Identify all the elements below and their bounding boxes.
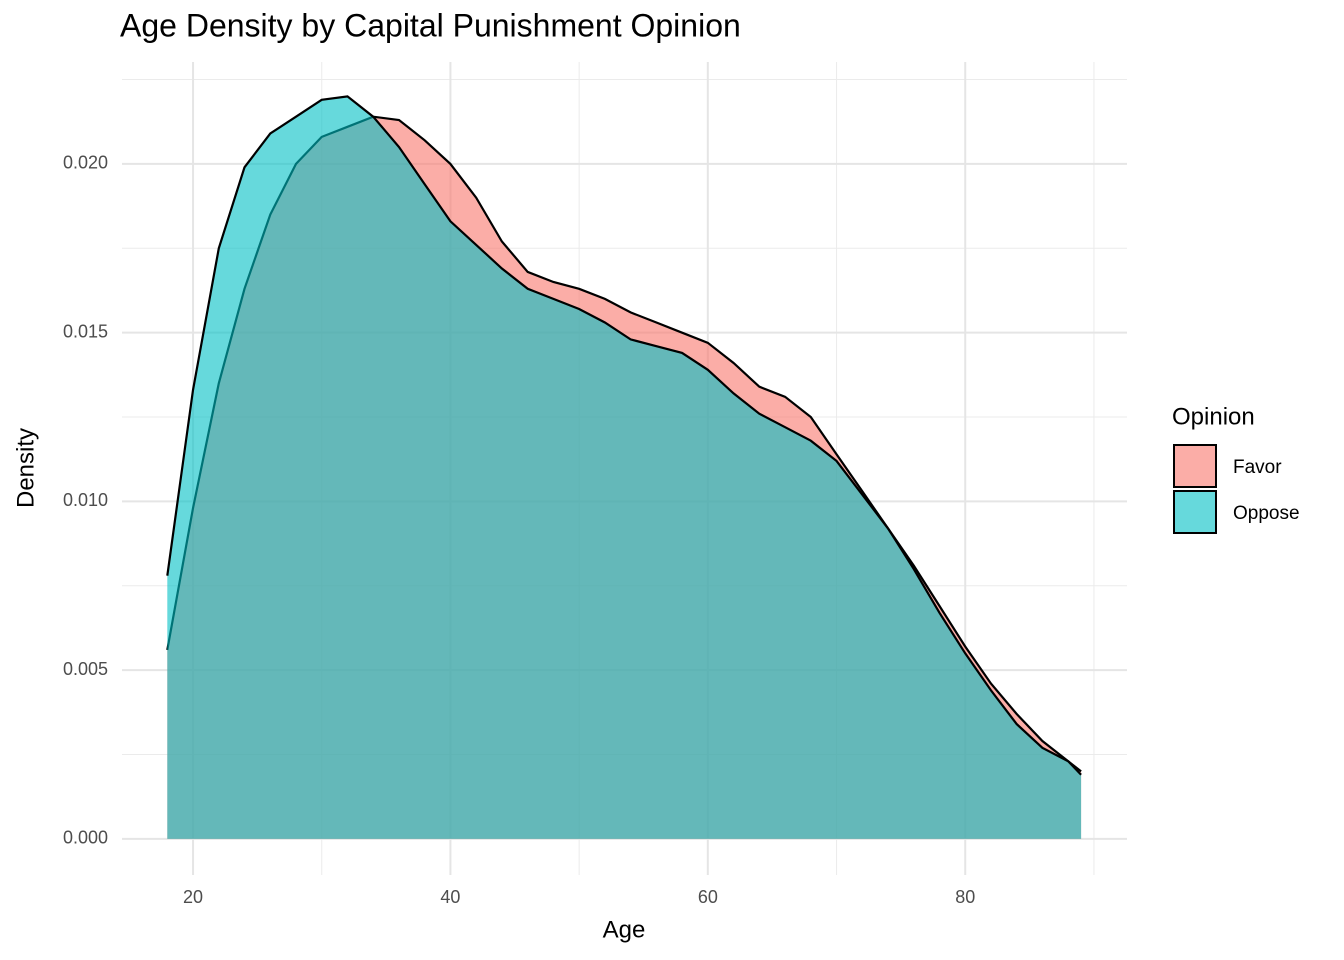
y-tick-label: 0.020: [63, 153, 108, 173]
y-axis-title: Density: [12, 428, 39, 508]
x-tick-label: 80: [955, 887, 975, 907]
y-tick-label: 0.000: [63, 828, 108, 848]
y-tick-label: 0.010: [63, 490, 108, 510]
y-tick-label: 0.005: [63, 659, 108, 679]
legend-label: Favor: [1233, 457, 1282, 478]
legend-key: [1173, 444, 1217, 488]
y-tick-label: 0.015: [63, 321, 108, 341]
legend-title: Opinion: [1172, 403, 1255, 430]
legend-key: [1173, 490, 1217, 534]
density-line: [166, 95, 1082, 776]
density-area: [167, 96, 1082, 839]
chart-title: Age Density by Capital Punishment Opinio…: [120, 7, 741, 43]
x-tick-label: 40: [440, 887, 460, 907]
legend-label: Oppose: [1233, 503, 1300, 524]
x-tick-label: 20: [183, 887, 203, 907]
x-tick-label: 60: [698, 887, 718, 907]
x-axis-title: Age: [603, 916, 646, 943]
